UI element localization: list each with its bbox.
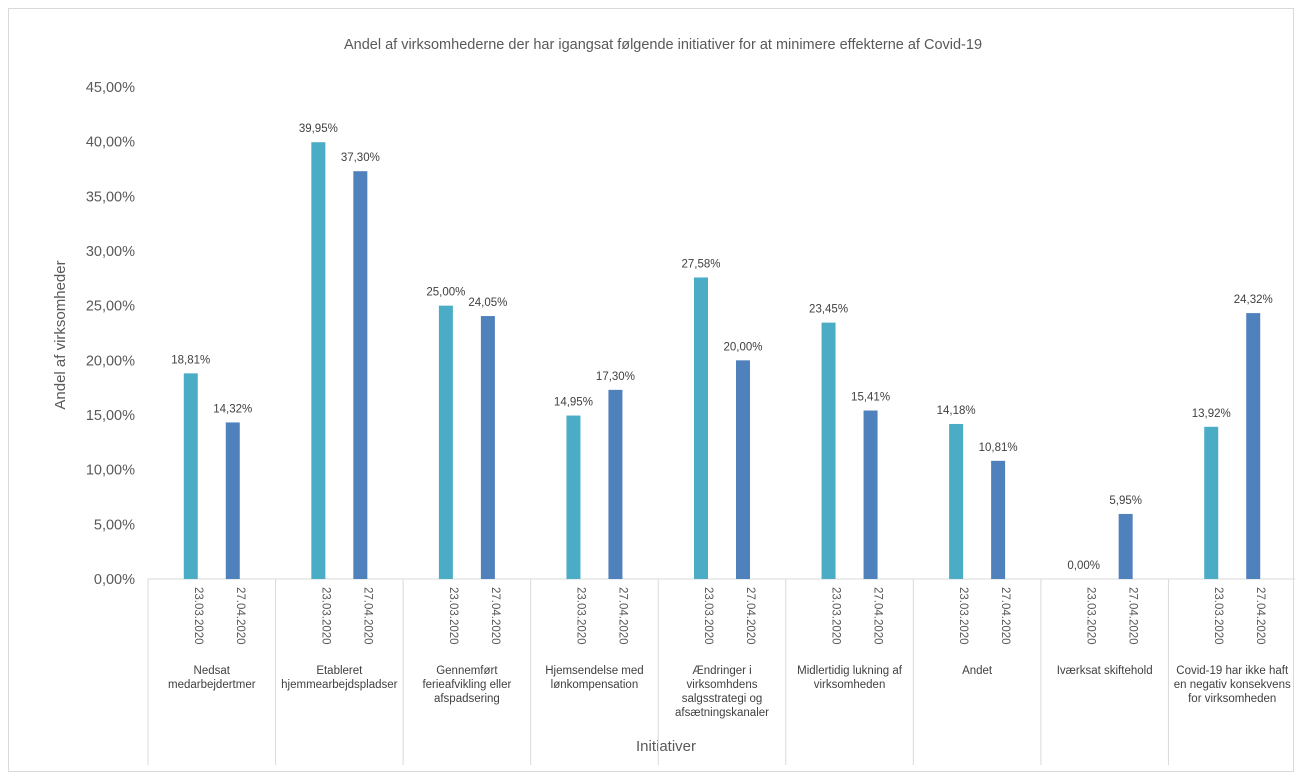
data-labels: 18,81% 14,32% 39,95% 37,30% 25,00%24,05% 14,9… — [171, 123, 1272, 572]
sub-category-label: 23.03.2020 — [574, 587, 586, 645]
bar — [481, 316, 495, 579]
sub-category-label: 23.03.2020 — [192, 587, 204, 645]
category-label: Hjemsendelse med — [545, 665, 643, 677]
category-label: Covid-19 har ikke haft — [1176, 665, 1289, 677]
data-label: 10,81% — [979, 442, 1018, 454]
sub-category-label: 27.04.2020 — [489, 587, 501, 645]
data-label: 14,18% — [937, 405, 976, 417]
bar — [566, 416, 580, 579]
category-label: Iværksat skiftehold — [1057, 665, 1153, 677]
sub-category-label: 23.03.2020 — [319, 587, 331, 645]
y-tick-label: 45,00% — [86, 80, 135, 96]
bar — [694, 277, 708, 579]
bar — [184, 373, 198, 579]
data-label: 24,05% — [468, 297, 507, 309]
category-label: Ændringer i — [692, 665, 751, 677]
sub-category-label: 27.04.2020 — [234, 587, 246, 645]
category-label: salgsstrategi og — [682, 693, 763, 705]
bar — [608, 390, 622, 579]
y-tick-label: 30,00% — [86, 244, 135, 260]
x-axis-title: Initiativer — [636, 738, 696, 755]
data-label: 15,41% — [851, 392, 890, 404]
chart-title: Andel af virksomhederne der har igangsat… — [344, 37, 982, 53]
data-label: 25,00% — [426, 287, 465, 299]
data-label: 14,95% — [554, 397, 593, 409]
data-label: 14,32% — [213, 403, 252, 415]
bar — [226, 422, 240, 579]
category-label: Nedsat — [194, 665, 231, 677]
sub-category-label: 27.04.2020 — [1254, 587, 1266, 645]
bar — [991, 461, 1005, 579]
category-label: Midlertidig lukning af — [797, 665, 903, 677]
category-label: en negativ konsekvens — [1174, 679, 1291, 691]
sub-category-label: 27.04.2020 — [361, 587, 373, 645]
data-label: 17,30% — [596, 371, 635, 383]
bar — [1246, 313, 1260, 579]
sub-category-label: 27.04.2020 — [616, 587, 628, 645]
sub-category-label: 23.03.2020 — [1085, 587, 1097, 645]
y-axis-title: Andel af virksomheder — [52, 260, 69, 409]
bar — [736, 360, 750, 579]
sub-category-label: 23.03.2020 — [957, 587, 969, 645]
sub-category-label: 23.03.2020 — [702, 587, 714, 645]
bar — [864, 411, 878, 579]
bar — [949, 424, 963, 579]
bar — [1204, 427, 1218, 579]
category-label: lønkompensation — [551, 679, 639, 691]
category-label: afsætningskanaler — [675, 707, 769, 719]
y-tick-label: 20,00% — [86, 353, 135, 369]
category-label: hjemmearbejdspladser — [281, 679, 398, 691]
category-label: virksomhdens — [687, 679, 758, 691]
bar-chart: Andel af virksomhederne der har igangsat… — [9, 9, 1295, 773]
category-label: medarbejdertmer — [168, 679, 256, 691]
bar — [353, 171, 367, 579]
sub-category-label: 23.03.2020 — [447, 587, 459, 645]
axes: 0,00% 5,00% 10,00% 15,00% 20,00% 25,00% 30,00%… — [86, 80, 1295, 765]
y-tick-label: 0,00% — [94, 572, 135, 588]
sub-category-label: 27.04.2020 — [999, 587, 1011, 645]
data-label: 37,30% — [341, 152, 380, 164]
y-tick-label: 35,00% — [86, 189, 135, 205]
sub-category-label: 27.04.2020 — [1127, 587, 1139, 645]
category-label: Gennemført — [436, 665, 498, 677]
data-label: 20,00% — [723, 341, 762, 353]
category-label: afspadsering — [434, 693, 500, 705]
y-tick-label: 15,00% — [86, 408, 135, 424]
bar — [439, 306, 453, 579]
data-label: 0,00% — [1067, 560, 1100, 572]
category-label: for virksomheden — [1188, 693, 1276, 705]
data-label: 24,32% — [1234, 294, 1273, 306]
bar — [1119, 514, 1133, 579]
sub-category-label: 23.03.2020 — [830, 587, 842, 645]
data-label: 5,95% — [1109, 495, 1142, 507]
y-tick-label: 40,00% — [86, 135, 135, 151]
category-label: Etableret — [316, 665, 363, 677]
data-label: 23,45% — [809, 304, 848, 316]
sub-category-label: 27.04.2020 — [744, 587, 756, 645]
data-label: 13,92% — [1192, 408, 1231, 420]
chart-frame: Andel af virksomhederne der har igangsat… — [8, 8, 1294, 772]
bars — [184, 142, 1260, 579]
y-tick-label: 5,00% — [94, 517, 135, 533]
bar — [311, 142, 325, 579]
category-label: ferieafvikling eller — [422, 679, 511, 691]
sub-category-label: 27.04.2020 — [872, 587, 884, 645]
data-label: 27,58% — [681, 258, 720, 270]
y-tick-label: 25,00% — [86, 299, 135, 315]
category-label: Andet — [962, 665, 993, 677]
sub-category-label: 23.03.2020 — [1212, 587, 1224, 645]
data-label: 18,81% — [171, 354, 210, 366]
category-label: virksomheden — [814, 679, 886, 691]
data-label: 39,95% — [299, 123, 338, 135]
y-tick-label: 10,00% — [86, 463, 135, 479]
bar — [822, 323, 836, 579]
